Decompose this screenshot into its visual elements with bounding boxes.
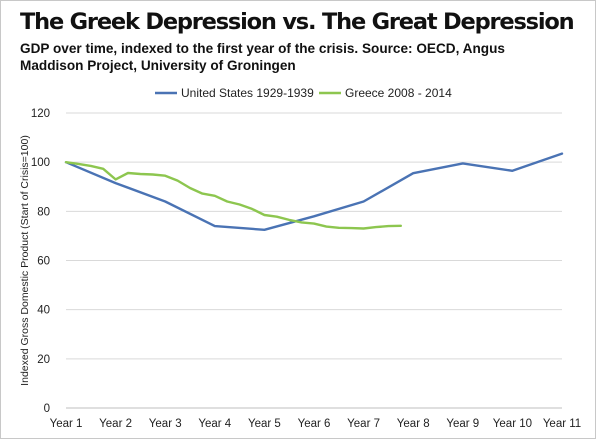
chart-subtitle: GDP over time, indexed to the first year…: [20, 41, 505, 73]
chart-title: The Greek Depression vs. The Great Depre…: [20, 9, 575, 35]
gridlines: [66, 112, 562, 360]
y-tick-label: 0: [44, 403, 50, 415]
x-tick-label: Year 6: [298, 418, 331, 430]
x-tick-label: Year 10: [493, 418, 532, 430]
x-tick-label: Year 2: [99, 418, 132, 430]
y-tick-label: 100: [31, 157, 50, 169]
series-line-greece: [64, 160, 402, 230]
x-tick-label: Year 8: [397, 418, 430, 430]
series-line-united-states: [64, 152, 564, 232]
series-lines: [64, 152, 564, 232]
x-axis-ticks: Year 1 Year 2 Year 3 Year 4 Year 5 Year 6 Year…: [50, 418, 582, 430]
y-axis-ticks: 0 20 40 60 80 100 120: [31, 108, 50, 415]
y-tick-label: 20: [37, 354, 50, 366]
y-tick-label: 40: [37, 305, 50, 317]
y-axis-label: Indexed Gross Domestic Product (Start of…: [19, 135, 31, 386]
y-tick-label: 120: [31, 108, 50, 120]
legend: United States 1929-1939 Greece 2008 - 20…: [155, 86, 452, 100]
y-tick-label: 80: [37, 206, 50, 218]
x-tick-label: Year 7: [347, 418, 380, 430]
legend-label-united-states: United States 1929-1939: [181, 86, 314, 100]
x-tick-label: Year 9: [446, 418, 479, 430]
legend-label-greece: Greece 2008 - 2014: [345, 86, 452, 100]
x-tick-label: Year 4: [198, 418, 231, 430]
x-tick-label: Year 3: [149, 418, 182, 430]
y-tick-label: 60: [37, 256, 50, 268]
x-tick-label: Year 1: [50, 418, 83, 430]
x-tick-label: Year 5: [248, 418, 281, 430]
x-tick-label: Year 11: [543, 418, 581, 430]
